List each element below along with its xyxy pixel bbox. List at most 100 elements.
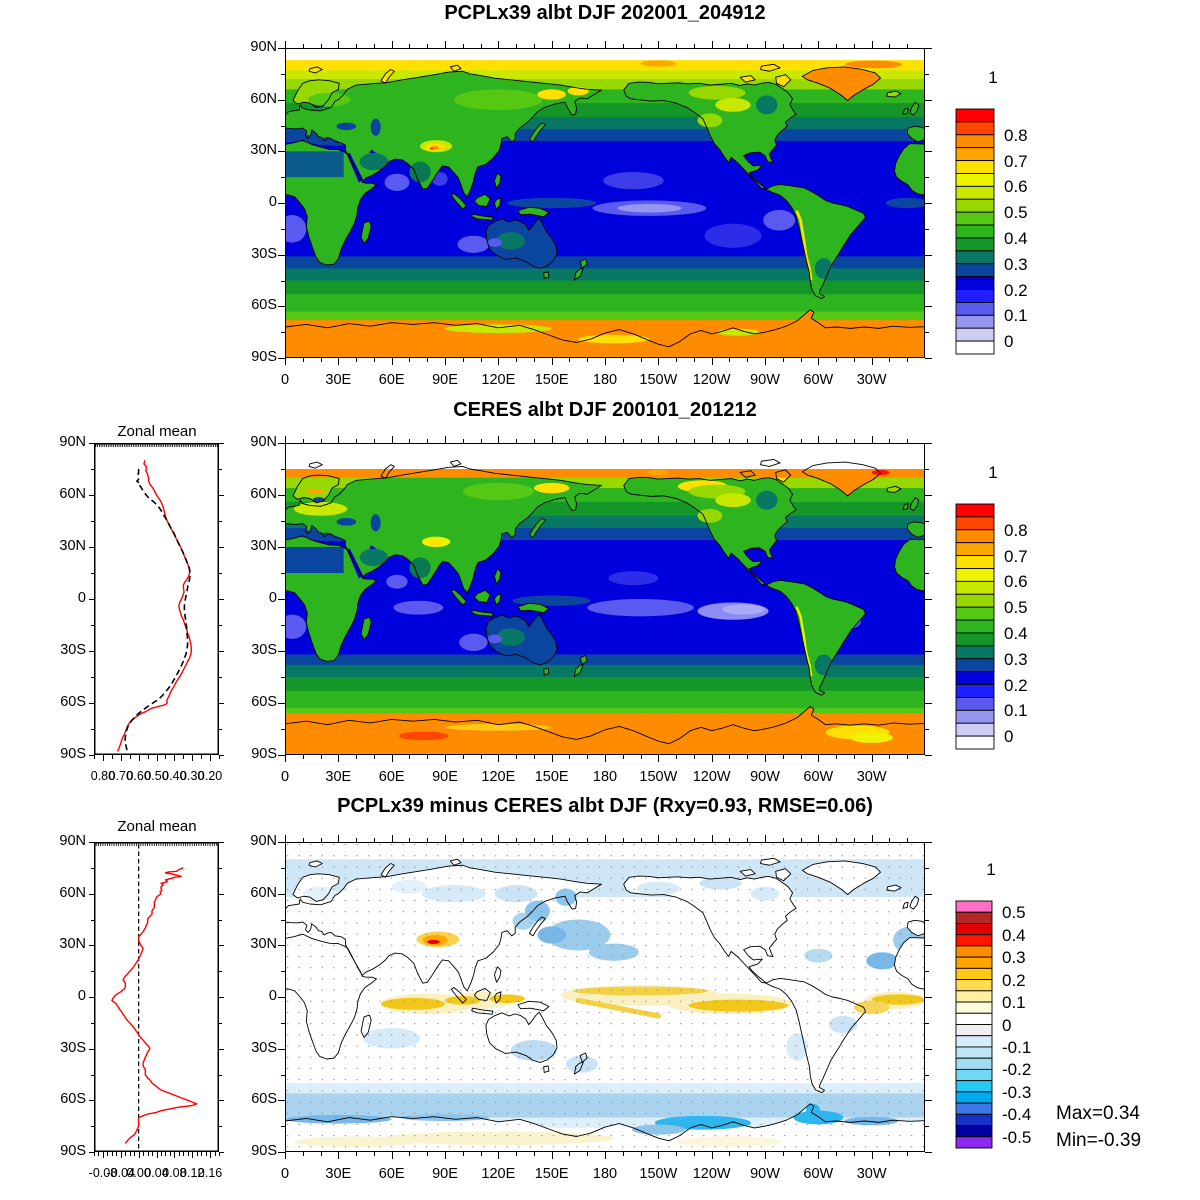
colorbar-tick-label: -0.1 <box>1002 1037 1032 1057</box>
tick-mark <box>303 838 304 842</box>
tick-mark <box>907 838 908 842</box>
tick-mark <box>925 332 929 333</box>
tick-mark <box>148 1152 149 1156</box>
tick-mark <box>925 677 929 678</box>
tick-mark <box>907 44 908 48</box>
tick-mark <box>712 358 713 365</box>
colorbar-tick-label: 0.4 <box>1002 925 1026 945</box>
tick-mark <box>89 945 94 946</box>
tick-mark <box>143 1152 144 1156</box>
tick-mark <box>605 358 606 365</box>
tick-mark <box>91 868 94 869</box>
tick-mark <box>765 41 766 48</box>
tick-mark <box>219 971 222 972</box>
map-model-panel <box>277 48 929 358</box>
tick-mark <box>278 755 285 756</box>
lat-tick-label: 30N <box>250 936 277 953</box>
lon-tick-label: 30E <box>325 769 352 785</box>
tick-mark <box>278 443 285 444</box>
lat-tick-label: 30S <box>251 245 277 262</box>
tick-mark <box>783 439 784 443</box>
lon-tick-label: 180 <box>592 1166 618 1182</box>
zonal-x-tick-label: 0.12 <box>180 1166 205 1180</box>
tick-mark <box>552 835 553 842</box>
tick-mark <box>925 625 929 626</box>
colorbar-tick-label: 0 <box>1004 727 1014 747</box>
colorbar-tick-label: 0 <box>1004 332 1014 352</box>
tick-mark <box>712 755 713 762</box>
tick-mark <box>623 1152 624 1156</box>
tick-mark <box>694 358 695 362</box>
colorbar-tick-label: -0.3 <box>1002 1082 1032 1102</box>
lon-tick-label: 180 <box>592 372 618 388</box>
tick-mark <box>694 838 695 842</box>
colorbar2-unit-label: 1 <box>988 463 998 482</box>
tick-mark <box>872 835 873 842</box>
tick-mark <box>91 573 94 574</box>
tick-mark <box>481 439 482 443</box>
tick-mark <box>278 203 285 204</box>
tick-mark <box>747 838 748 842</box>
lon-tick-label: 120W <box>692 372 731 388</box>
tick-mark <box>925 842 932 843</box>
tick-mark <box>605 1152 606 1159</box>
tick-mark <box>157 1152 158 1158</box>
tick-mark <box>854 838 855 842</box>
tick-mark <box>338 1152 339 1159</box>
tick-mark <box>481 838 482 842</box>
zonal-x-tick-label: 0.40 <box>162 769 187 783</box>
lat-tick-label: 60N <box>250 884 277 901</box>
tick-mark <box>98 1152 99 1156</box>
tick-mark <box>112 755 113 759</box>
colorbar-model-svg <box>955 108 995 355</box>
tick-mark <box>278 894 285 895</box>
tick-mark <box>219 443 224 444</box>
tick-mark <box>278 100 285 101</box>
tick-mark <box>219 677 222 678</box>
zonal-lat-tick-label: 60S <box>60 694 86 710</box>
tick-mark <box>285 1152 286 1159</box>
lat-tick-label: 60N <box>250 90 277 107</box>
tick-mark <box>374 44 375 48</box>
zonal-mean-bottom-svg <box>94 842 219 1152</box>
tick-mark <box>569 755 570 759</box>
lat-tick-label: 90S <box>251 349 277 365</box>
tick-mark <box>836 44 837 48</box>
tick-mark <box>534 755 535 759</box>
tick-mark <box>569 44 570 48</box>
lon-tick-label: 30W <box>856 1166 887 1182</box>
map-diff-panel <box>285 842 929 1152</box>
tick-mark <box>356 44 357 48</box>
tick-mark <box>765 755 766 762</box>
tick-mark <box>130 1152 131 1156</box>
tick-mark <box>694 44 695 48</box>
tick-mark <box>925 495 932 496</box>
tick-mark <box>729 439 730 443</box>
lat-tick-label: 0 <box>268 988 277 1004</box>
lon-tick-label: 90E <box>432 1166 458 1182</box>
tick-mark <box>285 436 286 443</box>
tick-mark <box>278 1049 285 1050</box>
tick-mark <box>303 755 304 759</box>
tick-mark <box>91 1126 94 1127</box>
tick-mark <box>219 1152 220 1156</box>
tick-mark <box>587 755 588 759</box>
tick-mark <box>907 439 908 443</box>
tick-mark <box>374 358 375 362</box>
lon-tick-label: 150E <box>534 372 569 388</box>
tick-mark <box>338 835 339 842</box>
lon-tick-label: 60E <box>378 372 405 388</box>
tick-mark <box>303 439 304 443</box>
tick-mark <box>278 547 285 548</box>
tick-mark <box>409 838 410 842</box>
tick-mark <box>219 1100 224 1101</box>
tick-mark <box>801 838 802 842</box>
tick-mark <box>210 1152 211 1158</box>
colorbar1-unit-label: 1 <box>988 68 998 87</box>
tick-mark <box>89 651 94 652</box>
tick-mark <box>281 868 285 869</box>
tick-mark <box>516 439 517 443</box>
zonal-mean-middle-svg <box>94 443 219 755</box>
tick-mark <box>925 755 932 756</box>
tick-mark <box>281 177 285 178</box>
